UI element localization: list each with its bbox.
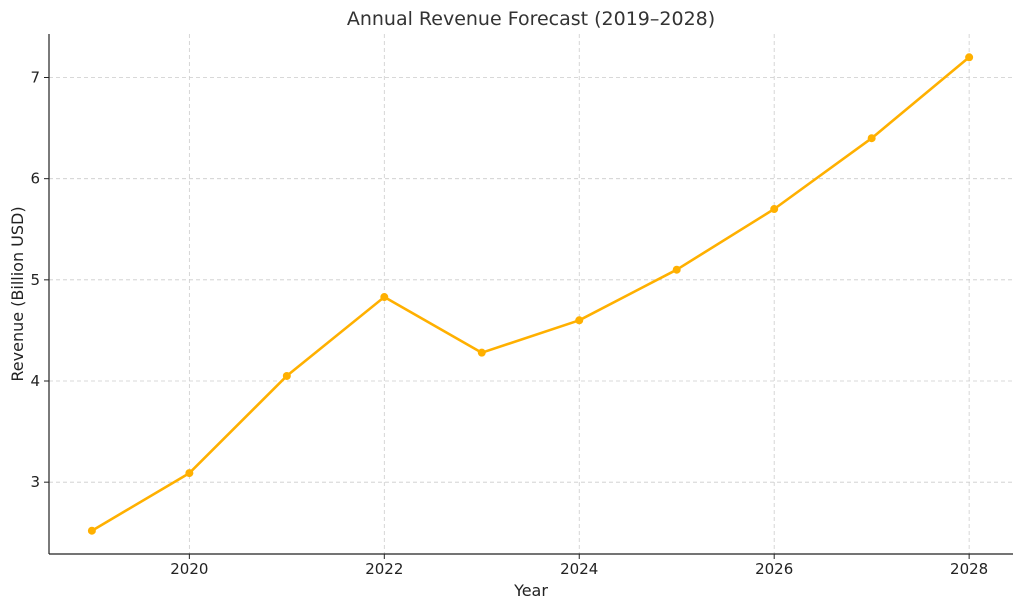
y-tick-label: 3	[30, 473, 40, 491]
x-tick-label: 2026	[755, 560, 793, 578]
series-line	[91, 56, 970, 532]
x-tick-label: 2028	[950, 560, 988, 578]
axes	[48, 34, 1013, 555]
x-tick-label: 2020	[170, 560, 208, 578]
data-series	[87, 53, 974, 535]
data-point	[575, 316, 584, 325]
y-tick-label: 5	[30, 271, 40, 289]
chart-title: Annual Revenue Forecast (2019–2028)	[347, 8, 715, 30]
y-tick-label: 6	[30, 170, 40, 188]
y-tick-label: 7	[30, 69, 40, 87]
data-point	[672, 265, 681, 274]
data-point	[380, 293, 389, 302]
data-point	[477, 348, 486, 357]
data-point	[770, 205, 779, 214]
axis-ticks: 2020 2022 2024 2026 2028 3 4 5 6 7	[30, 69, 988, 578]
data-point	[282, 371, 291, 380]
x-axis-label: Year	[513, 581, 548, 600]
y-axis-label: Revenue (Billion USD)	[8, 206, 27, 381]
data-point	[185, 469, 194, 478]
y-tick-label: 4	[30, 372, 40, 390]
x-tick-label: 2024	[560, 560, 598, 578]
data-point	[965, 53, 974, 62]
grid-lines	[49, 34, 1013, 554]
x-tick-label: 2022	[365, 560, 403, 578]
data-point	[867, 134, 876, 143]
data-point	[87, 526, 96, 535]
